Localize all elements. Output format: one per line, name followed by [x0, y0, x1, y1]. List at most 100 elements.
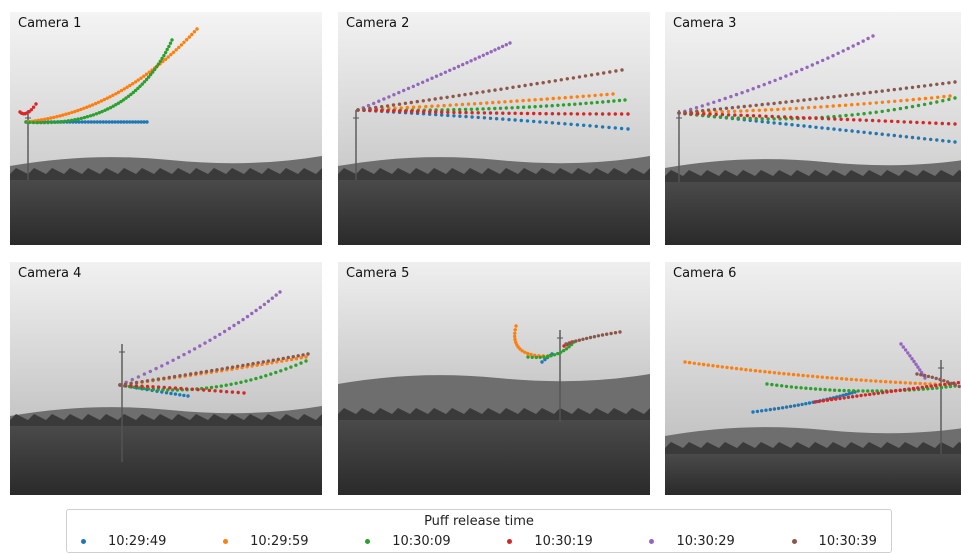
puff-point: [831, 54, 835, 58]
ground: [338, 420, 650, 495]
puff-point: [814, 97, 818, 101]
puff-point: [147, 75, 151, 79]
puff-point: [67, 111, 71, 116]
puff-point: [916, 84, 921, 89]
puff-point: [493, 88, 497, 92]
puff-point: [840, 377, 844, 381]
puff-point: [708, 112, 712, 116]
puff-point: [194, 371, 198, 375]
puff-point: [151, 378, 155, 382]
puff-point: [148, 369, 152, 374]
puff-point: [519, 118, 523, 123]
puff-point: [578, 102, 583, 106]
puff-point: [905, 98, 909, 102]
puff-point: [386, 109, 390, 113]
puff-point: [470, 111, 474, 115]
puff-point: [239, 380, 243, 384]
puff-point: [525, 111, 530, 116]
puff-point: [880, 132, 884, 136]
puff-point: [549, 354, 553, 358]
puff-point: [953, 140, 957, 144]
puff-point: [182, 352, 186, 357]
puff-point: [63, 119, 67, 124]
puff-point: [163, 57, 168, 61]
puff-point: [430, 104, 434, 108]
puff-point: [850, 113, 854, 117]
puff-point: [488, 111, 493, 115]
puff-point: [116, 101, 121, 105]
puff-point: [832, 388, 837, 392]
puff-point: [782, 372, 786, 376]
trajectory-10:30:29: [118, 290, 282, 387]
puff-point: [844, 93, 848, 98]
puff-point: [714, 112, 718, 117]
puff-point: [513, 334, 517, 339]
puff-point: [539, 97, 543, 102]
puff-point: [912, 359, 916, 364]
puff-point: [689, 110, 693, 114]
puff-point: [734, 92, 739, 97]
puff-point: [139, 120, 143, 124]
puff-point: [258, 305, 262, 310]
puff-point: [792, 404, 797, 408]
puff-point: [551, 96, 555, 101]
puff-point: [446, 108, 450, 112]
puff-point: [892, 107, 896, 112]
puff-point: [599, 93, 603, 97]
puff-point: [136, 86, 140, 91]
camera-1-image: [10, 12, 322, 245]
legend-marker: [81, 539, 86, 544]
puff-point: [515, 99, 519, 103]
puff-point: [133, 120, 138, 124]
puff-point: [883, 119, 887, 123]
puff-point: [794, 106, 798, 111]
puff-point: [556, 103, 560, 108]
puff-point: [948, 384, 953, 389]
puff-point: [254, 376, 258, 381]
puff-point: [856, 41, 860, 46]
puff-point: [697, 362, 701, 366]
puff-point: [700, 104, 704, 108]
puff-point: [278, 290, 282, 294]
puff-point: [136, 78, 140, 82]
legend-item: 10:29:49: [81, 534, 166, 549]
puff-point: [838, 396, 842, 401]
puff-point: [692, 361, 696, 365]
puff-point: [766, 102, 770, 106]
puff-point: [527, 98, 531, 102]
puff-point: [544, 112, 548, 116]
puff-point: [142, 372, 147, 376]
puff-point: [256, 361, 260, 365]
puff-point: [910, 104, 915, 109]
puff-point: [134, 384, 139, 388]
puff-point: [138, 84, 142, 89]
puff-point: [748, 368, 753, 372]
puff-point: [266, 299, 271, 303]
puff-point: [777, 371, 781, 375]
puff-point: [837, 388, 842, 393]
puff-point: [725, 365, 729, 370]
puff-point: [73, 118, 77, 122]
legend-label: 10:29:49: [108, 534, 167, 549]
puff-point: [552, 353, 557, 357]
puff-point: [498, 106, 503, 111]
puff-point: [835, 376, 839, 380]
puff-point: [825, 398, 830, 402]
puff-point: [285, 358, 289, 362]
puff-point: [98, 120, 103, 124]
puff-point: [443, 70, 448, 74]
puff-point: [842, 388, 846, 393]
puff-point: [210, 368, 214, 373]
puff-point: [532, 119, 536, 124]
puff-point: [130, 120, 135, 124]
puff-point: [758, 114, 762, 118]
puff-point: [844, 128, 848, 133]
puff-point: [542, 355, 546, 359]
puff-point: [160, 364, 164, 368]
puff-point: [594, 112, 598, 116]
puff-point: [417, 105, 422, 109]
puff-point: [796, 373, 800, 377]
puff-point: [901, 345, 905, 349]
puff-point: [702, 112, 706, 116]
puff-point: [588, 335, 593, 340]
